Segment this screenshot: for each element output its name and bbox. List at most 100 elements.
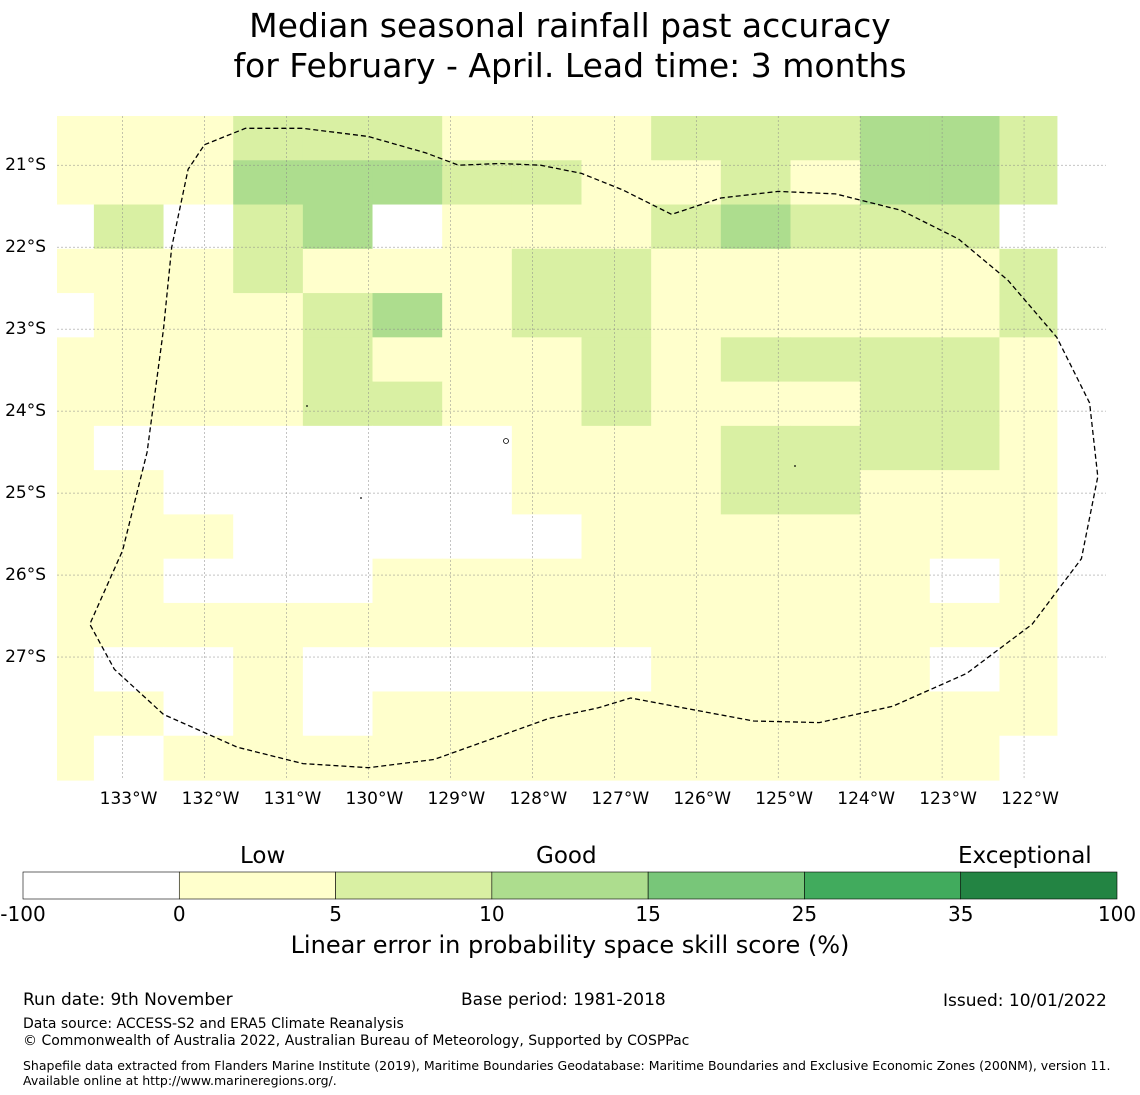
longitude-tick-label: 127°W [591,789,650,809]
grid-cell [790,647,861,693]
grid-cell [93,293,165,338]
grid-cell [581,381,652,427]
grid-cell [651,248,722,294]
grid-cell [302,204,374,250]
skill-map [57,116,1106,781]
grid-cell [163,647,234,693]
grid-cell [790,204,861,250]
grid-cell [581,691,652,737]
island-marker [360,497,362,499]
grid-cell [372,602,443,648]
grid-cell [581,248,652,294]
grid-cell [442,160,513,206]
grid-cell [93,116,165,161]
colorbar-tick-label: 10 [479,902,505,926]
grid-cell [442,293,513,338]
colorbar-bin [178,871,336,900]
grid-cell [581,735,652,781]
grid-cell [302,514,374,560]
grid-cell [790,381,861,427]
grid-cell [720,735,792,781]
grid-cell [860,337,931,383]
latitude-tick-label: 27°S [5,647,46,668]
grid-cell [651,381,722,427]
grid-cell [372,647,443,693]
colorbar-tick-label: 5 [329,902,342,926]
grid-cell [442,647,513,693]
latitude-tick-label: 26°S [5,565,46,586]
colorbar-bin [960,871,1118,900]
grid-cell [93,204,165,250]
grid-cell [651,204,722,250]
grid-cell [511,425,583,471]
grid-cell [860,204,931,250]
grid-cell [372,381,443,427]
grid-cell [720,160,792,206]
longitude-tick-label: 122°W [1001,789,1059,809]
grid-cell [163,293,234,338]
longitude-tick-label: 123°W [919,789,977,809]
grid-cell [511,558,583,604]
grid-cell [233,425,304,471]
grid-cell [581,425,652,471]
data-source: Data source: ACCESS-S2 and ERA5 Climate … [23,1016,404,1032]
colorbar-label: Linear error in probability space skill … [290,931,850,959]
grid-cell [302,470,374,515]
grid-cell [999,602,1058,648]
grid-cell [581,337,652,383]
latitude-tick-label: 23°S [5,319,46,340]
grid-cell [790,116,861,161]
colorbar-bin [491,871,649,900]
grid-cell [302,248,374,294]
grid-cell [372,248,443,294]
longitude-tick-label: 129°W [427,789,486,809]
grid-cell [511,514,583,560]
grid-cell [302,602,374,648]
grid-cell [511,735,583,781]
grid-cell [233,647,304,693]
latitude-tick-label: 22°S [5,237,46,258]
grid-cell [233,293,304,338]
colorbar-tick-label: 25 [791,902,818,926]
grid-cell [999,248,1058,294]
grid-cell [999,160,1058,206]
grid-cell [93,647,165,693]
grid-cell [929,602,1001,648]
grid-cell [999,514,1058,560]
colorbar-title-exceptional: Exceptional [958,843,1092,869]
grid-cell [57,116,95,161]
grid-cell [581,602,652,648]
grid-cell [93,558,165,604]
grid-cell [57,337,95,383]
grid-cell [651,116,722,161]
grid-cell [302,647,374,693]
grid-cell [651,691,722,737]
grid-cell [651,602,722,648]
grid-cell [163,558,234,604]
grid-cell [511,691,583,737]
grid-cell [233,602,304,648]
longitude-tick-label: 124°W [837,789,896,809]
grid-cell [860,691,931,737]
longitude-tick-label: 133°W [99,789,158,809]
grid-cell [57,248,95,294]
grid-cell [929,735,1001,781]
grid-cell [999,735,1058,781]
grid-cell [302,735,374,781]
grid-cell [442,470,513,515]
title-line-1: Median seasonal rainfall past accuracy [249,6,891,45]
grid-cell [999,647,1058,693]
grid-cell [163,381,234,427]
grid-cell [57,293,95,338]
grid-cell [929,381,1001,427]
grid-cell [720,381,792,427]
grid-cell [581,514,652,560]
grid-cell [790,160,861,206]
grid-cell [511,470,583,515]
colorbar-tick-label: 35 [947,902,974,926]
grid-cell [57,470,95,515]
grid-cell [372,691,443,737]
grid-cell [651,425,722,471]
colorbar-bin [647,871,805,900]
grid-cell [442,248,513,294]
